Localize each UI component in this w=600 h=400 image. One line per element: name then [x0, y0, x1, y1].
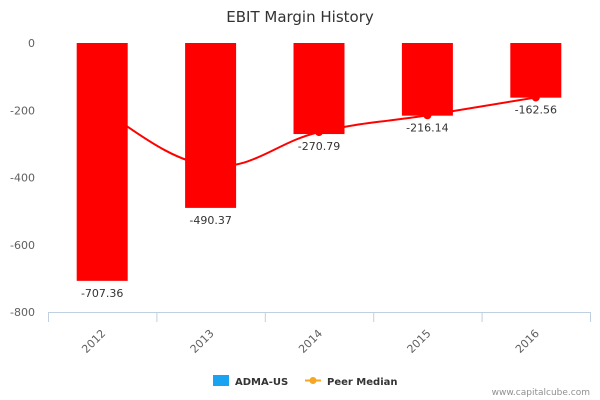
- legend-label-adma: ADMA-US: [235, 377, 288, 388]
- y-tick-label: 0: [28, 37, 35, 50]
- y-axis: 0 -200 -400 -600 -800: [10, 37, 35, 319]
- y-tick-label: -800: [10, 306, 35, 319]
- bar-data-label: -216.14: [406, 122, 448, 135]
- bar-data-label: -707.36: [81, 287, 123, 300]
- legend-swatch-adma: [213, 375, 229, 386]
- bar-series: [76, 43, 562, 281]
- bar: [401, 43, 453, 116]
- x-axis: 2012 2013 2014 2015 2016: [48, 312, 591, 356]
- peer-median-point: [531, 93, 540, 102]
- bar-data-label: -162.56: [515, 104, 557, 117]
- bar: [510, 43, 562, 98]
- x-tick-label: 2015: [405, 327, 434, 356]
- peer-median-point: [423, 111, 432, 120]
- x-tick-label: 2014: [296, 327, 325, 356]
- bar: [293, 43, 345, 135]
- credit-text: www.capitalcube.com: [492, 388, 590, 398]
- y-tick-label: -200: [10, 104, 35, 117]
- x-tick-label: 2016: [513, 327, 542, 356]
- bar: [185, 43, 237, 208]
- legend-label-peer-median: Peer Median: [327, 377, 398, 388]
- bar-data-label: -270.79: [298, 140, 340, 153]
- x-tick-label: 2012: [79, 327, 108, 356]
- peer-median-point: [315, 128, 323, 137]
- y-tick-label: -600: [10, 239, 35, 252]
- y-tick-label: -400: [10, 172, 35, 185]
- peer-median-series: [101, 93, 540, 168]
- bar: [76, 43, 128, 281]
- bar-data-label: -490.37: [189, 214, 231, 227]
- legend-item-peer-median[interactable]: Peer Median: [305, 377, 398, 388]
- legend-swatch-peer-median-marker: [309, 377, 317, 384]
- chart-title: EBIT Margin History: [226, 8, 374, 26]
- legend: ADMA-US Peer Median: [213, 375, 398, 388]
- bar-data-labels: -707.36 -490.37 -270.79 -216.14 -162.56: [81, 104, 557, 300]
- x-tick-label: 2013: [188, 327, 217, 356]
- legend-item-adma[interactable]: ADMA-US: [213, 375, 288, 388]
